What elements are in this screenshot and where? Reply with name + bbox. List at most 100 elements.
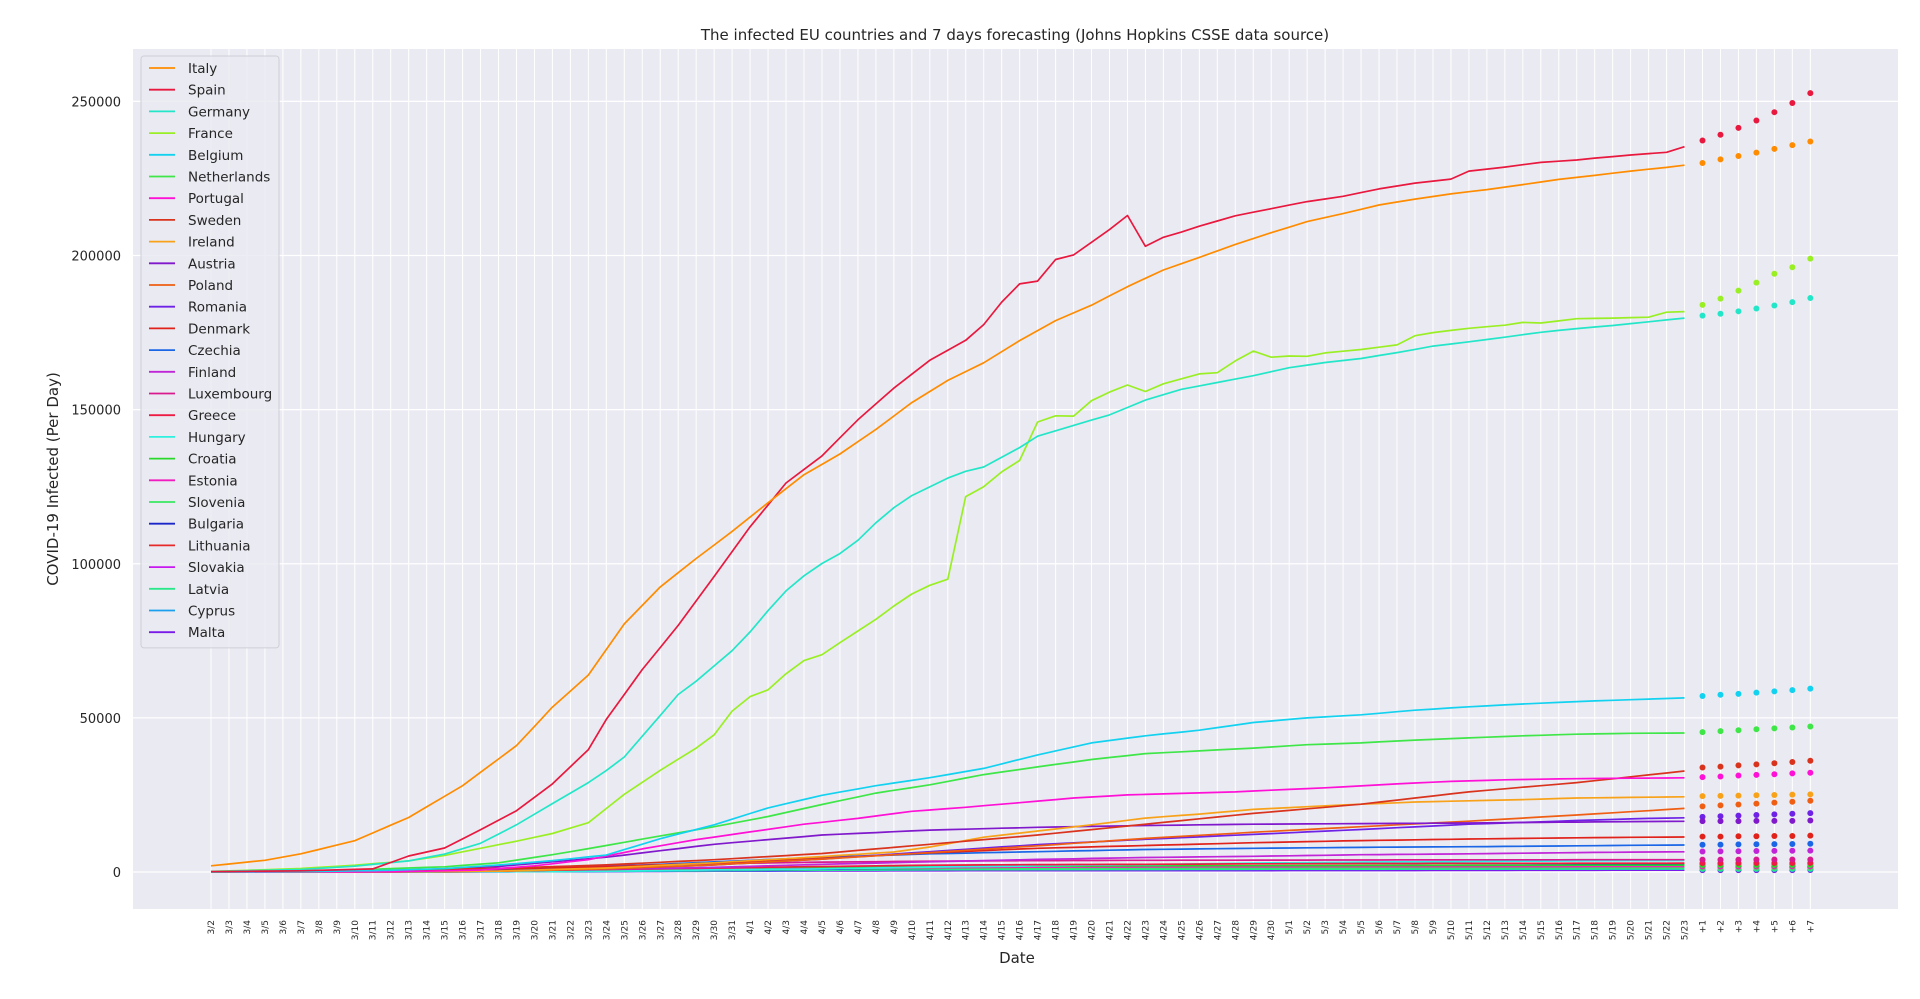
x-tick-label: 4/17 xyxy=(1034,920,1044,940)
forecast-point-netherlands xyxy=(1807,723,1814,730)
forecast-point-finland xyxy=(1699,848,1706,855)
forecast-point-belgium xyxy=(1789,687,1796,694)
forecast-point-denmark xyxy=(1789,832,1796,839)
x-tick-label: 5/12 xyxy=(1483,920,1493,940)
y-tick-label: 250000 xyxy=(71,95,121,110)
forecast-point-austria xyxy=(1735,818,1742,825)
x-tick-label: 5/14 xyxy=(1519,920,1529,940)
x-tick-label: 3/13 xyxy=(405,920,415,940)
x-tick-label: 4/25 xyxy=(1177,920,1187,940)
x-tick-label: 4/3 xyxy=(782,920,792,934)
x-tick-label: 4/16 xyxy=(1016,920,1026,940)
forecast-point-luxembourg xyxy=(1807,856,1814,863)
forecast-point-poland xyxy=(1807,797,1814,804)
forecast-point-belgium xyxy=(1735,690,1742,697)
x-tick-label: 4/6 xyxy=(836,920,846,935)
forecast-point-france xyxy=(1771,270,1778,277)
x-tick-label: 3/30 xyxy=(710,920,720,940)
x-tick-label: 4/11 xyxy=(926,920,936,940)
x-tick-label: 4/1 xyxy=(746,920,756,934)
y-axis-ticks: 0 50000 100000 150000 200000 250000 xyxy=(71,95,121,881)
forecast-point-finland xyxy=(1789,847,1796,854)
x-tick-label: 3/20 xyxy=(530,920,540,940)
chart-title: The infected EU countries and 7 days for… xyxy=(700,26,1329,44)
legend-entry: Slovakia xyxy=(188,560,245,576)
forecast-point-czechia xyxy=(1771,841,1778,848)
x-tick-label: 4/2 xyxy=(764,920,774,934)
x-tick-label: 4/5 xyxy=(818,920,828,934)
forecast-point-luxembourg xyxy=(1771,856,1778,863)
forecast-point-romania xyxy=(1753,811,1760,818)
y-tick-label: 200000 xyxy=(71,250,121,265)
forecast-points xyxy=(1699,90,1814,874)
forecast-point-sweden xyxy=(1735,762,1742,769)
x-tick-label: 4/20 xyxy=(1088,920,1098,940)
legend-entry: Italy xyxy=(188,61,217,77)
x-tick-label: 4/27 xyxy=(1213,920,1223,940)
series-line-germany xyxy=(210,317,1685,873)
forecast-point-france xyxy=(1699,301,1706,308)
x-tick-label: 4/19 xyxy=(1070,920,1080,940)
forecast-point-czechia xyxy=(1807,840,1814,847)
forecast-point-poland xyxy=(1699,803,1706,810)
legend-entry: Greece xyxy=(188,408,236,424)
forecast-point-germany xyxy=(1807,295,1814,302)
forecast-point-sweden xyxy=(1717,763,1724,770)
x-tick-label: 5/18 xyxy=(1591,920,1601,940)
forecast-point-france xyxy=(1789,264,1796,271)
x-tick-label: 4/24 xyxy=(1159,920,1169,940)
x-tick-label: +6 xyxy=(1788,920,1798,934)
x-tick-label: 3/12 xyxy=(387,920,397,940)
x-tick-label: 3/3 xyxy=(225,920,235,934)
legend: Italy Spain Germany France Belgium Netherland… xyxy=(140,55,280,649)
forecast-point-sweden xyxy=(1807,757,1814,764)
forecast-point-spain xyxy=(1771,109,1778,116)
legend-entry: Finland xyxy=(188,365,236,381)
legend-entry: Spain xyxy=(188,83,226,99)
x-tick-label: 4/9 xyxy=(890,920,900,935)
forecast-point-romania xyxy=(1717,813,1724,820)
x-axis-ticks: 3/2 3/3 3/4 3/5 3/6 3/7 3/8 3/9 3/10 3/11 3/12 3/13… xyxy=(207,920,1816,940)
forecast-point-luxembourg xyxy=(1717,856,1724,863)
forecast-point-luxembourg xyxy=(1699,856,1706,863)
x-tick-label: 3/17 xyxy=(477,920,487,940)
legend-entry: Bulgaria xyxy=(188,517,244,533)
forecast-point-denmark xyxy=(1717,833,1724,840)
forecast-point-portugal xyxy=(1807,769,1814,776)
forecast-point-sweden xyxy=(1753,761,1760,768)
forecast-point-romania xyxy=(1771,811,1778,818)
x-tick-label: 4/15 xyxy=(998,920,1008,940)
x-tick-label: 3/11 xyxy=(369,920,379,940)
x-tick-label: 3/28 xyxy=(674,920,684,940)
x-tick-label: 3/18 xyxy=(495,920,505,940)
forecast-point-romania xyxy=(1807,810,1814,817)
series-line-france xyxy=(210,310,1685,873)
forecast-point-austria xyxy=(1789,817,1796,824)
x-tick-label: 3/15 xyxy=(441,920,451,940)
forecast-point-austria xyxy=(1717,818,1724,825)
x-tick-label: 5/4 xyxy=(1339,920,1349,935)
series-line-spain xyxy=(210,145,1685,873)
legend-entry: Czechia xyxy=(188,343,241,359)
x-tick-label: 3/25 xyxy=(620,920,630,940)
forecast-point-netherlands xyxy=(1717,728,1724,735)
forecast-point-germany xyxy=(1717,310,1724,317)
x-tick-label: 4/4 xyxy=(800,920,810,935)
legend-entry: Austria xyxy=(188,256,236,272)
x-tick-label: 5/6 xyxy=(1375,920,1385,935)
forecast-point-denmark xyxy=(1753,833,1760,840)
x-tick-label: 5/13 xyxy=(1501,920,1511,940)
forecast-point-luxembourg xyxy=(1753,856,1760,863)
series-line-portugal xyxy=(211,776,1685,873)
x-tick-label: 3/4 xyxy=(243,920,253,935)
y-axis-label: COVID-19 Infected (Per Day) xyxy=(44,372,62,586)
x-tick-label: +1 xyxy=(1699,920,1709,933)
forecast-point-romania xyxy=(1699,813,1706,820)
forecast-point-poland xyxy=(1753,800,1760,807)
forecast-point-italy xyxy=(1699,160,1706,167)
legend-entry: Portugal xyxy=(188,191,244,207)
forecast-point-poland xyxy=(1789,798,1796,805)
forecast-point-italy xyxy=(1735,152,1742,159)
forecast-point-portugal xyxy=(1771,771,1778,778)
